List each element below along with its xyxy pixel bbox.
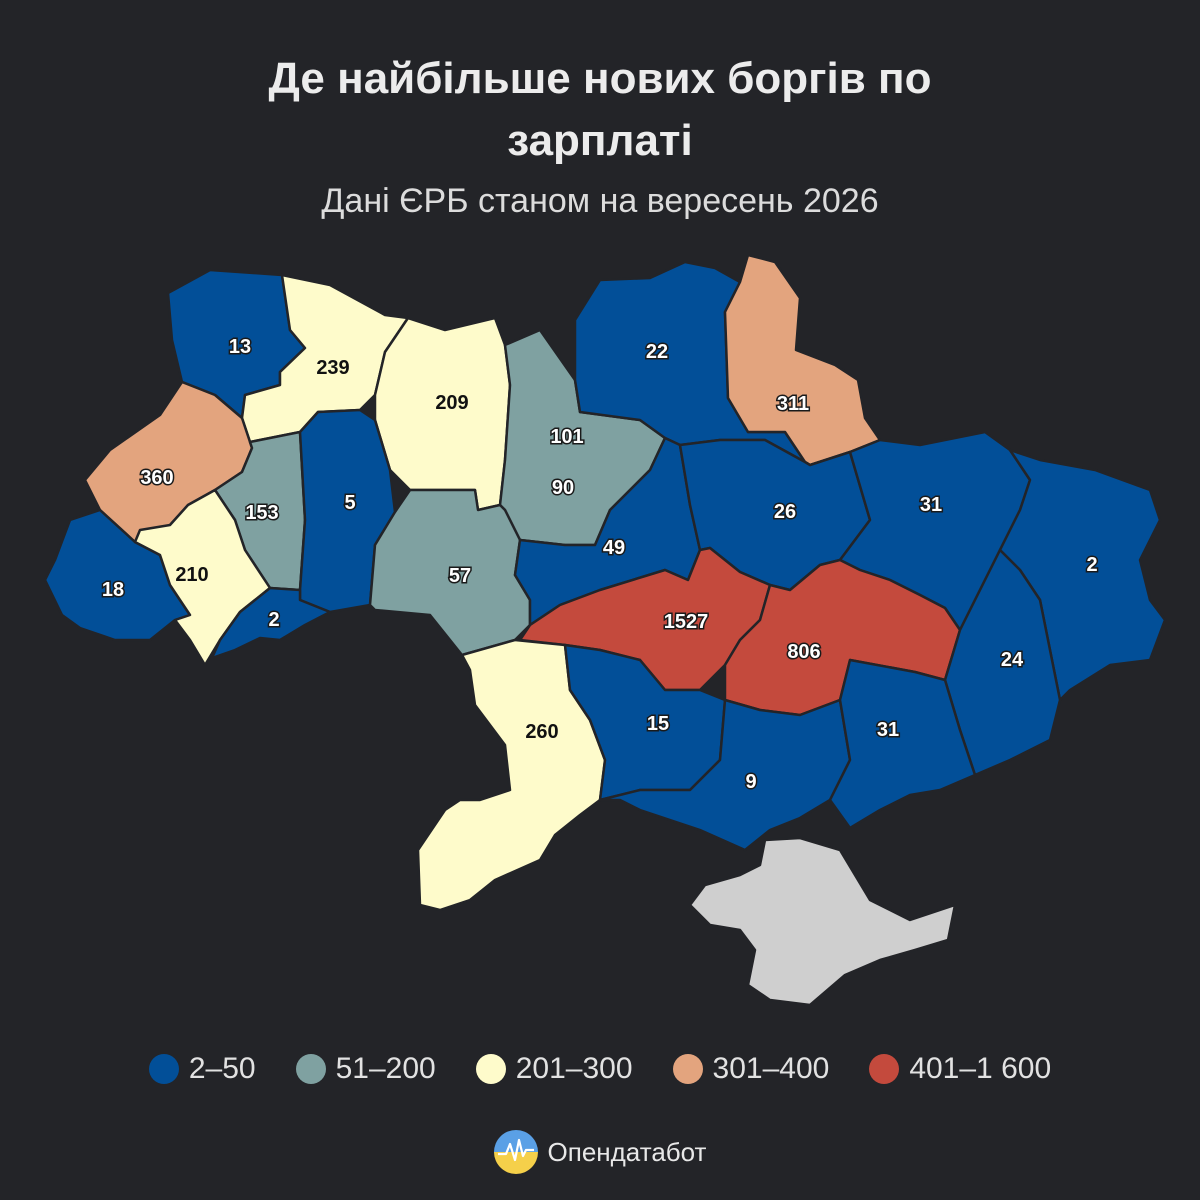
legend-label: 2–50 bbox=[188, 1052, 256, 1085]
brand-name: Опендатабот bbox=[547, 1136, 707, 1167]
region-value-chernihiv: 22 bbox=[646, 341, 668, 363]
legend-item-401-1600: 401–1 600 bbox=[869, 1052, 1051, 1086]
legend-label: 301–400 bbox=[712, 1052, 830, 1085]
legend-swatch bbox=[869, 1054, 900, 1084]
region-value-cherkasy: 49 bbox=[603, 537, 625, 559]
legend-swatch bbox=[475, 1054, 506, 1084]
region-zhytomyr[interactable] bbox=[373, 316, 512, 512]
legend-swatch bbox=[672, 1054, 703, 1084]
legend-label: 51–200 bbox=[335, 1052, 436, 1085]
legend-item-51-200: 51–200 bbox=[295, 1052, 436, 1086]
legend-item-201-300: 201–300 bbox=[475, 1052, 633, 1086]
region-value-kharkiv: 31 bbox=[920, 494, 942, 516]
region-value-rivne: 239 bbox=[316, 357, 349, 379]
region-value-volyn: 13 bbox=[229, 336, 251, 358]
title-line-2: зарплаті bbox=[507, 115, 693, 165]
legend-label: 401–1 600 bbox=[909, 1052, 1052, 1085]
region-value-zhytomyr: 209 bbox=[435, 392, 468, 414]
region-value-poltava: 26 bbox=[774, 501, 796, 523]
region-value-zakarpattia: 18 bbox=[102, 579, 124, 601]
region-value-zaporizhzhia: 31 bbox=[877, 719, 899, 741]
opendatabot-logo-icon bbox=[493, 1130, 538, 1174]
legend-swatch bbox=[148, 1054, 179, 1084]
legend: 2–50 51–200 201–300 301–400 401–1 600 bbox=[0, 1046, 1200, 1092]
legend-item-301-400: 301–400 bbox=[672, 1052, 830, 1086]
brand: Опендатабот bbox=[0, 1130, 1200, 1174]
region-value-ternopil: 153 bbox=[245, 502, 278, 524]
region-value-chernivtsi: 2 bbox=[268, 609, 279, 631]
region-value-dnipropetrovsk: 806 bbox=[787, 641, 820, 663]
region-value-khmelnytskyi: 5 bbox=[344, 492, 355, 514]
region-value-luhansk: 2 bbox=[1086, 554, 1097, 576]
region-ivano-frankivsk[interactable] bbox=[133, 488, 272, 667]
page-title: Де найбільше нових боргів по зарплаті bbox=[0, 48, 1200, 171]
region-crimea bbox=[688, 836, 957, 1007]
title-line-1: Де найбільше нових боргів по bbox=[268, 54, 932, 103]
legend-label: 201–300 bbox=[515, 1052, 633, 1085]
legend-swatch bbox=[295, 1054, 326, 1084]
region-zaporizhzhia[interactable] bbox=[828, 658, 977, 830]
legend-item-2-50: 2–50 bbox=[148, 1052, 256, 1086]
region-value-donetsk: 24 bbox=[1001, 649, 1024, 671]
region-value-vinnytsia: 57 bbox=[449, 565, 471, 587]
region-value-lviv: 360 bbox=[140, 467, 173, 489]
region-value-kyiv-city: 90 bbox=[552, 477, 574, 499]
region-value-kirovohrad: 1527 bbox=[664, 611, 709, 633]
region-value-kyiv: 101 bbox=[550, 426, 583, 448]
region-value-sumy: 311 bbox=[777, 393, 809, 415]
page-subtitle: Дані ЄРБ станом на вересень 2026 bbox=[321, 182, 879, 220]
region-value-kherson: 9 bbox=[745, 771, 756, 793]
region-chernivtsi[interactable] bbox=[210, 586, 332, 660]
region-value-ivano-frankivsk: 210 bbox=[175, 564, 208, 586]
region-value-mykolaiv: 15 bbox=[647, 713, 669, 735]
region-value-odesa: 260 bbox=[525, 721, 558, 743]
